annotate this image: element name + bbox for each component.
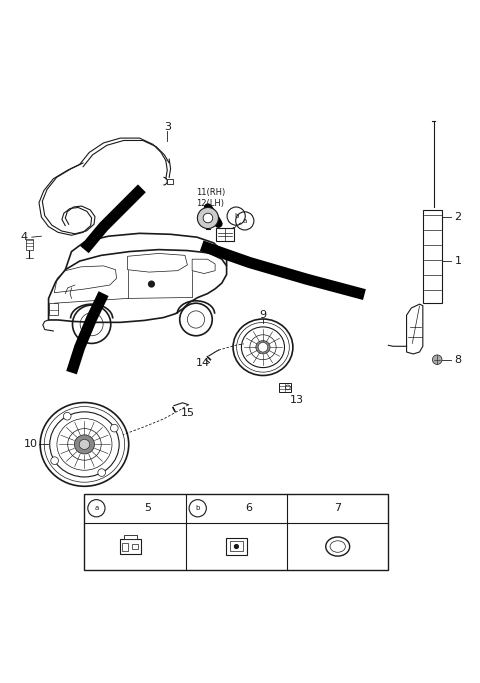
Text: 15: 15 bbox=[180, 408, 194, 418]
Bar bbox=[120, 539, 141, 554]
Text: 10: 10 bbox=[24, 439, 37, 449]
Bar bbox=[124, 535, 137, 539]
Text: 1: 1 bbox=[455, 256, 461, 266]
Text: 8: 8 bbox=[455, 354, 462, 365]
Bar bbox=[423, 210, 442, 303]
Text: 4: 4 bbox=[20, 232, 27, 242]
Text: 6: 6 bbox=[245, 503, 252, 513]
Circle shape bbox=[203, 213, 213, 223]
Text: b: b bbox=[234, 213, 239, 219]
Bar bbox=[230, 541, 242, 551]
Bar bbox=[132, 544, 138, 549]
Bar bbox=[216, 227, 234, 241]
Circle shape bbox=[235, 544, 239, 548]
Text: 9: 9 bbox=[259, 310, 266, 320]
Bar bbox=[48, 303, 58, 315]
Bar bbox=[84, 494, 388, 570]
Ellipse shape bbox=[256, 341, 270, 354]
Text: 7: 7 bbox=[334, 503, 341, 513]
Circle shape bbox=[432, 355, 442, 365]
Circle shape bbox=[149, 281, 155, 287]
Bar bbox=[167, 179, 173, 184]
Circle shape bbox=[63, 413, 71, 420]
Text: b: b bbox=[195, 505, 200, 512]
Ellipse shape bbox=[79, 439, 90, 449]
Circle shape bbox=[51, 457, 59, 464]
Text: 3: 3 bbox=[164, 122, 171, 132]
Text: 5: 5 bbox=[144, 503, 151, 513]
Circle shape bbox=[110, 424, 118, 432]
Bar bbox=[122, 543, 129, 551]
Ellipse shape bbox=[74, 435, 95, 454]
Circle shape bbox=[98, 469, 106, 477]
Text: 13: 13 bbox=[289, 395, 303, 405]
Text: 2: 2 bbox=[455, 212, 462, 222]
Circle shape bbox=[197, 208, 218, 229]
Bar bbox=[279, 383, 291, 392]
Bar bbox=[226, 538, 247, 555]
Text: a: a bbox=[94, 505, 98, 512]
Bar bbox=[25, 239, 33, 249]
Text: 14: 14 bbox=[196, 358, 210, 367]
Text: 11(RH)
12(LH): 11(RH) 12(LH) bbox=[196, 188, 225, 208]
Circle shape bbox=[258, 342, 268, 352]
Text: a: a bbox=[243, 218, 247, 224]
